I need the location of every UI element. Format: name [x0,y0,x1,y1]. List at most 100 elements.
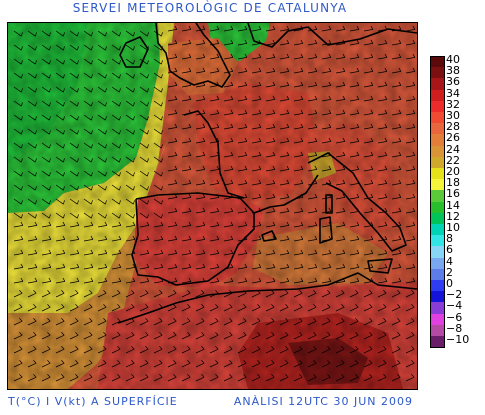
wind-barb-feather [117,374,121,378]
wind-barb [307,85,317,88]
wind-barb-feather [202,263,206,268]
wind-barb-feather [147,102,149,107]
wind-barb-feather [300,165,304,170]
wind-barb-feather [271,346,275,350]
wind-barb [111,281,121,284]
legend-entry: 34 [430,88,482,101]
wind-barb [293,141,303,144]
wind-barb [69,267,79,270]
wind-barb-feather [159,290,163,294]
wind-barb [181,362,191,368]
wind-barb-feather [77,200,79,205]
wind-barb [265,29,275,32]
wind-barb-feather [188,123,192,128]
wind-barb-feather [244,137,248,142]
wind-barb-feather [119,172,121,177]
wind-barb [405,306,415,312]
wind-barb-feather [188,193,192,198]
wind-barb-feather [230,221,234,226]
wind-barb-feather [35,172,37,177]
wind-barb [195,99,205,102]
wind-barb [223,113,233,116]
wind-barb-feather [201,332,205,336]
wind-barb [391,306,401,312]
wind-barb [167,99,177,102]
wind-barb-feather [91,32,93,37]
wind-barb [125,320,135,326]
wind-barb [83,128,92,135]
wind-barb [377,57,387,60]
wind-barb-feather [314,39,318,44]
wind-barb-feather [230,39,234,44]
wind-barb-feather [89,360,93,364]
wind-barb [391,211,401,214]
wind-barb [167,253,177,256]
wind-barb [223,348,233,354]
wind-barb [209,141,219,144]
wind-barb [27,100,36,107]
wind-barb-feather [299,360,303,364]
wind-barb-feather [300,235,304,240]
wind-barb-feather [131,332,135,336]
wind-barb [363,211,373,214]
wind-barb [41,58,50,65]
wind-barb-feather [118,277,122,282]
coast-sardinia [319,216,333,244]
wind-barb [97,239,107,242]
wind-barb [391,239,401,242]
wind-barb-feather [215,332,219,336]
wind-barb [293,376,303,382]
wind-barb-feather [286,193,290,198]
wind-barb-feather [160,249,164,254]
wind-barb [97,100,106,107]
wind-barb [405,169,415,172]
wind-barb-feather [356,249,360,254]
wind-barb [293,225,303,228]
wind-barb [181,197,191,200]
wind-barb [265,71,275,74]
wind-barb [265,334,275,340]
wind-barb [153,184,162,191]
wind-barb-feather [216,39,220,44]
wind-barb [139,362,149,368]
wind-barb-feather [286,109,290,114]
wind-barb-feather [133,116,135,121]
wind-barb [69,86,78,93]
wind-barb [265,362,275,368]
legend-swatch [430,100,445,112]
wind-barb [265,292,275,298]
wind-barb-feather [328,165,332,170]
wind-barb-feather [215,304,219,308]
wind-barb [195,362,205,368]
wind-barb [111,292,121,298]
wind-barb [391,99,401,102]
wind-barb-feather [34,249,38,254]
legend-swatch [430,313,445,325]
weather-map[interactable] [7,22,418,390]
wind-barb-feather [216,263,220,268]
wind-barb [13,267,23,270]
wind-barb-feather [369,318,373,322]
wind-barb [321,281,331,284]
wind-barb [391,29,401,32]
wind-barb-feather [356,221,360,226]
wind-barb [125,198,134,205]
wind-barb [167,71,177,74]
wind-barb [251,183,261,186]
wind-barb-feather [342,207,346,212]
wind-barb-feather [75,374,79,378]
wind-barb [139,184,148,191]
wind-barb-feather [258,193,262,198]
wind-barb-feather [356,207,360,212]
wind-barb [237,320,247,326]
wind-barb-feather [384,123,388,128]
wind-barb-feather [285,304,289,308]
wind-barb-feather [398,81,402,86]
wind-barb-feather [105,186,107,191]
wind-barb [363,239,373,242]
wind-barb [377,183,387,186]
legend-swatch [430,190,445,202]
temperature-map-svg [8,23,417,389]
legend-label: 12 [446,209,460,223]
wind-barb [97,128,106,135]
